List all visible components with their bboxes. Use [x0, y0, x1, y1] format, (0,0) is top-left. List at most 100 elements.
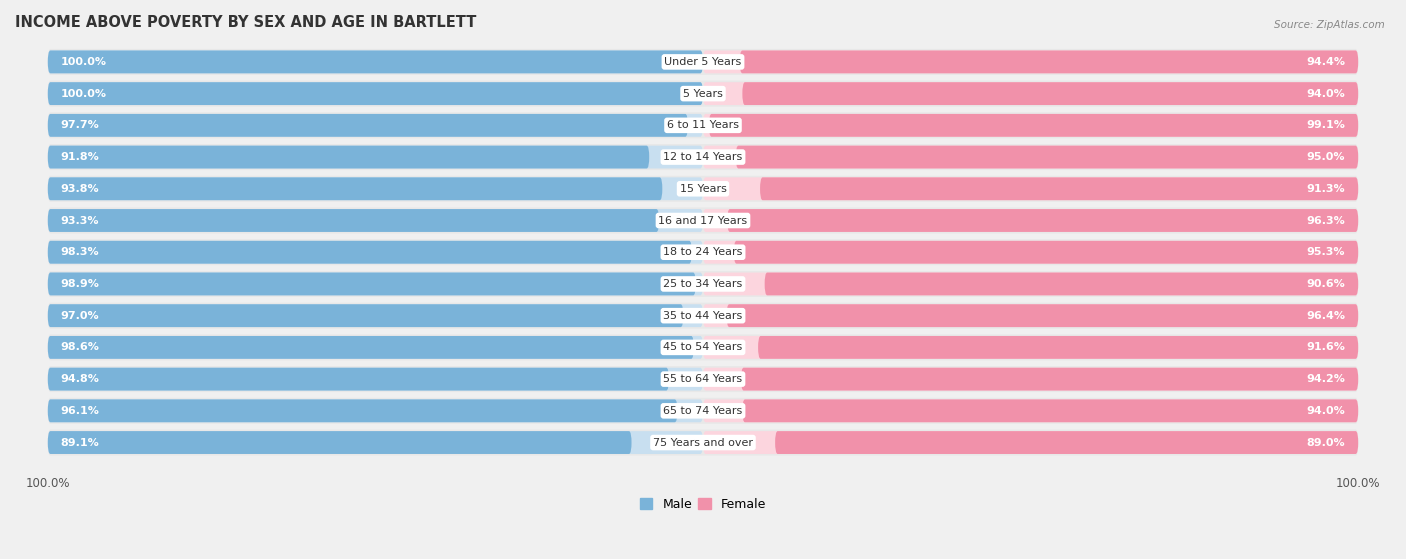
FancyBboxPatch shape	[703, 114, 1358, 137]
Text: 100.0%: 100.0%	[60, 57, 107, 67]
FancyBboxPatch shape	[742, 400, 1358, 422]
Text: 99.1%: 99.1%	[1306, 120, 1346, 130]
FancyBboxPatch shape	[48, 400, 678, 422]
Text: Under 5 Years: Under 5 Years	[665, 57, 741, 67]
FancyBboxPatch shape	[48, 431, 631, 454]
Text: 18 to 24 Years: 18 to 24 Years	[664, 247, 742, 257]
Text: 94.2%: 94.2%	[1306, 374, 1346, 384]
Text: Source: ZipAtlas.com: Source: ZipAtlas.com	[1274, 20, 1385, 30]
Legend: Male, Female: Male, Female	[636, 493, 770, 516]
FancyBboxPatch shape	[703, 273, 1358, 295]
FancyBboxPatch shape	[48, 82, 703, 105]
FancyBboxPatch shape	[742, 82, 1358, 105]
FancyBboxPatch shape	[727, 209, 1358, 232]
FancyBboxPatch shape	[703, 368, 1358, 391]
FancyBboxPatch shape	[48, 241, 703, 264]
FancyBboxPatch shape	[48, 398, 1358, 424]
Text: 35 to 44 Years: 35 to 44 Years	[664, 311, 742, 321]
FancyBboxPatch shape	[48, 273, 703, 295]
FancyBboxPatch shape	[48, 366, 1358, 392]
FancyBboxPatch shape	[758, 336, 1358, 359]
FancyBboxPatch shape	[48, 431, 703, 454]
FancyBboxPatch shape	[735, 146, 1358, 168]
Text: 100.0%: 100.0%	[60, 89, 107, 98]
FancyBboxPatch shape	[48, 146, 703, 168]
FancyBboxPatch shape	[48, 302, 1358, 329]
Text: 25 to 34 Years: 25 to 34 Years	[664, 279, 742, 289]
Text: 95.3%: 95.3%	[1306, 247, 1346, 257]
FancyBboxPatch shape	[727, 304, 1358, 327]
Text: 93.3%: 93.3%	[60, 216, 100, 225]
FancyBboxPatch shape	[48, 400, 703, 422]
FancyBboxPatch shape	[48, 144, 1358, 170]
Text: 96.4%: 96.4%	[1306, 311, 1346, 321]
FancyBboxPatch shape	[48, 336, 703, 359]
FancyBboxPatch shape	[703, 177, 1358, 200]
Text: 90.6%: 90.6%	[1306, 279, 1346, 289]
FancyBboxPatch shape	[765, 273, 1358, 295]
Text: 97.7%: 97.7%	[60, 120, 100, 130]
FancyBboxPatch shape	[48, 368, 703, 391]
Text: 96.3%: 96.3%	[1306, 216, 1346, 225]
Text: 98.6%: 98.6%	[60, 343, 100, 352]
Text: 95.0%: 95.0%	[1306, 152, 1346, 162]
Text: 91.3%: 91.3%	[1306, 184, 1346, 194]
FancyBboxPatch shape	[48, 50, 703, 73]
Text: 98.9%: 98.9%	[60, 279, 100, 289]
Text: 94.0%: 94.0%	[1306, 89, 1346, 98]
FancyBboxPatch shape	[48, 336, 693, 359]
FancyBboxPatch shape	[703, 400, 1358, 422]
Text: 94.0%: 94.0%	[1306, 406, 1346, 416]
Text: 15 Years: 15 Years	[679, 184, 727, 194]
FancyBboxPatch shape	[48, 207, 1358, 234]
FancyBboxPatch shape	[48, 114, 703, 137]
FancyBboxPatch shape	[703, 50, 1358, 73]
FancyBboxPatch shape	[48, 50, 703, 73]
Text: INCOME ABOVE POVERTY BY SEX AND AGE IN BARTLETT: INCOME ABOVE POVERTY BY SEX AND AGE IN B…	[15, 15, 477, 30]
FancyBboxPatch shape	[703, 209, 1358, 232]
Text: 97.0%: 97.0%	[60, 311, 100, 321]
FancyBboxPatch shape	[48, 177, 703, 200]
FancyBboxPatch shape	[48, 241, 692, 264]
FancyBboxPatch shape	[48, 177, 662, 200]
FancyBboxPatch shape	[48, 368, 669, 391]
FancyBboxPatch shape	[741, 368, 1358, 391]
FancyBboxPatch shape	[48, 146, 650, 168]
Text: 89.1%: 89.1%	[60, 438, 100, 448]
Text: 94.4%: 94.4%	[1306, 57, 1346, 67]
FancyBboxPatch shape	[48, 176, 1358, 202]
Text: 12 to 14 Years: 12 to 14 Years	[664, 152, 742, 162]
FancyBboxPatch shape	[734, 241, 1358, 264]
FancyBboxPatch shape	[48, 304, 683, 327]
FancyBboxPatch shape	[48, 80, 1358, 107]
FancyBboxPatch shape	[703, 304, 1358, 327]
Text: 16 and 17 Years: 16 and 17 Years	[658, 216, 748, 225]
Text: 98.3%: 98.3%	[60, 247, 100, 257]
Text: 6 to 11 Years: 6 to 11 Years	[666, 120, 740, 130]
Text: 91.8%: 91.8%	[60, 152, 100, 162]
Text: 65 to 74 Years: 65 to 74 Years	[664, 406, 742, 416]
FancyBboxPatch shape	[761, 177, 1358, 200]
FancyBboxPatch shape	[709, 114, 1358, 137]
FancyBboxPatch shape	[48, 334, 1358, 361]
Text: 94.8%: 94.8%	[60, 374, 100, 384]
FancyBboxPatch shape	[48, 239, 1358, 265]
Text: 93.8%: 93.8%	[60, 184, 100, 194]
FancyBboxPatch shape	[48, 429, 1358, 456]
Text: 75 Years and over: 75 Years and over	[652, 438, 754, 448]
Text: 45 to 54 Years: 45 to 54 Years	[664, 343, 742, 352]
FancyBboxPatch shape	[48, 209, 703, 232]
FancyBboxPatch shape	[703, 146, 1358, 168]
FancyBboxPatch shape	[48, 271, 1358, 297]
Text: 91.6%: 91.6%	[1306, 343, 1346, 352]
FancyBboxPatch shape	[740, 50, 1358, 73]
FancyBboxPatch shape	[703, 241, 1358, 264]
Text: 96.1%: 96.1%	[60, 406, 100, 416]
FancyBboxPatch shape	[48, 82, 703, 105]
FancyBboxPatch shape	[48, 49, 1358, 75]
Text: 55 to 64 Years: 55 to 64 Years	[664, 374, 742, 384]
Text: 5 Years: 5 Years	[683, 89, 723, 98]
Text: 89.0%: 89.0%	[1306, 438, 1346, 448]
FancyBboxPatch shape	[48, 112, 1358, 138]
FancyBboxPatch shape	[703, 82, 1358, 105]
